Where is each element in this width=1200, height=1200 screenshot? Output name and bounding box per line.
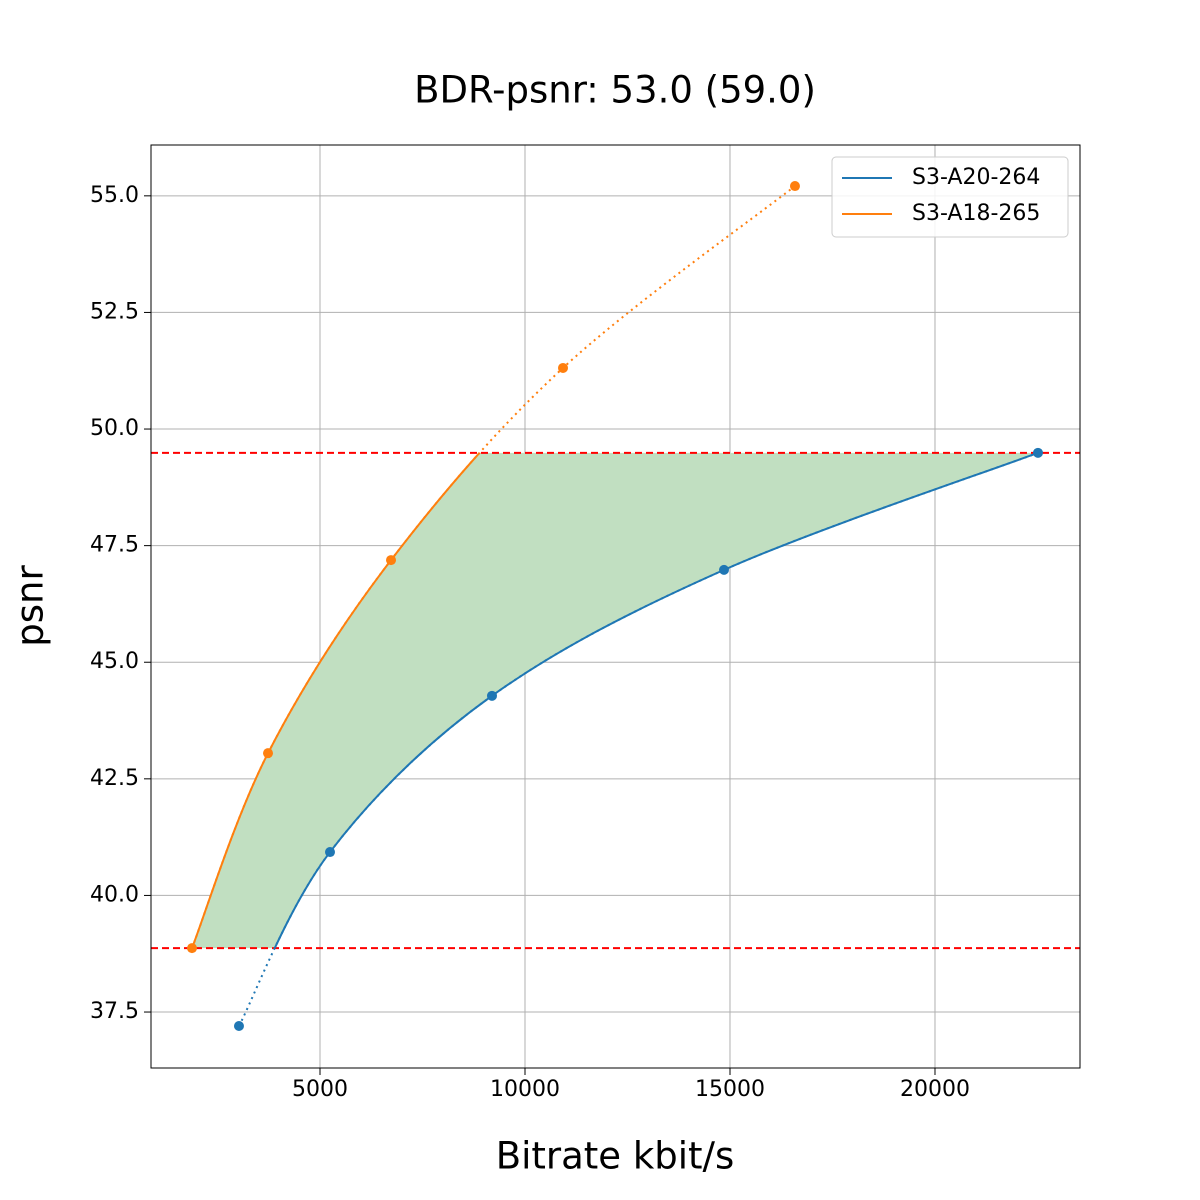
y-tick-label: 40.0 [90, 882, 139, 907]
data-point [186, 943, 197, 954]
y-tick-label: 45.0 [90, 649, 139, 674]
x-tick-label: 5000 [292, 1077, 348, 1102]
plot-frame [150, 144, 1081, 1069]
y-tick-label: 52.5 [90, 299, 139, 324]
bdr-area [191, 452, 1038, 949]
y-tick-label: 42.5 [90, 766, 139, 791]
legend-label: S3-A18-265 [912, 201, 1040, 226]
data-point [386, 555, 397, 566]
data-point [325, 847, 336, 858]
legend-label: S3-A20-264 [912, 165, 1040, 190]
x-tick-label: 10000 [490, 1077, 560, 1102]
data-point [1032, 447, 1043, 458]
x-tick-label: 20000 [900, 1077, 970, 1102]
chart-title: BDR-psnr: 53.0 (59.0) [414, 69, 816, 112]
series-line [191, 452, 481, 949]
x-tick-label: 15000 [695, 1077, 765, 1102]
data-point [789, 181, 800, 192]
y-tick-label: 47.5 [90, 533, 139, 558]
data-point [558, 362, 569, 373]
y-tick-label: 50.0 [90, 416, 139, 441]
y-tick-label: 55.0 [90, 183, 139, 208]
data-point [486, 690, 497, 701]
data-point [719, 564, 730, 575]
series-line [273, 452, 1039, 949]
data-point [233, 1021, 244, 1032]
data-point [263, 748, 274, 759]
x-axis-label: Bitrate kbit/s [496, 1135, 735, 1178]
y-axis-label: psnr [9, 565, 52, 647]
y-tick-label: 37.5 [90, 999, 139, 1024]
